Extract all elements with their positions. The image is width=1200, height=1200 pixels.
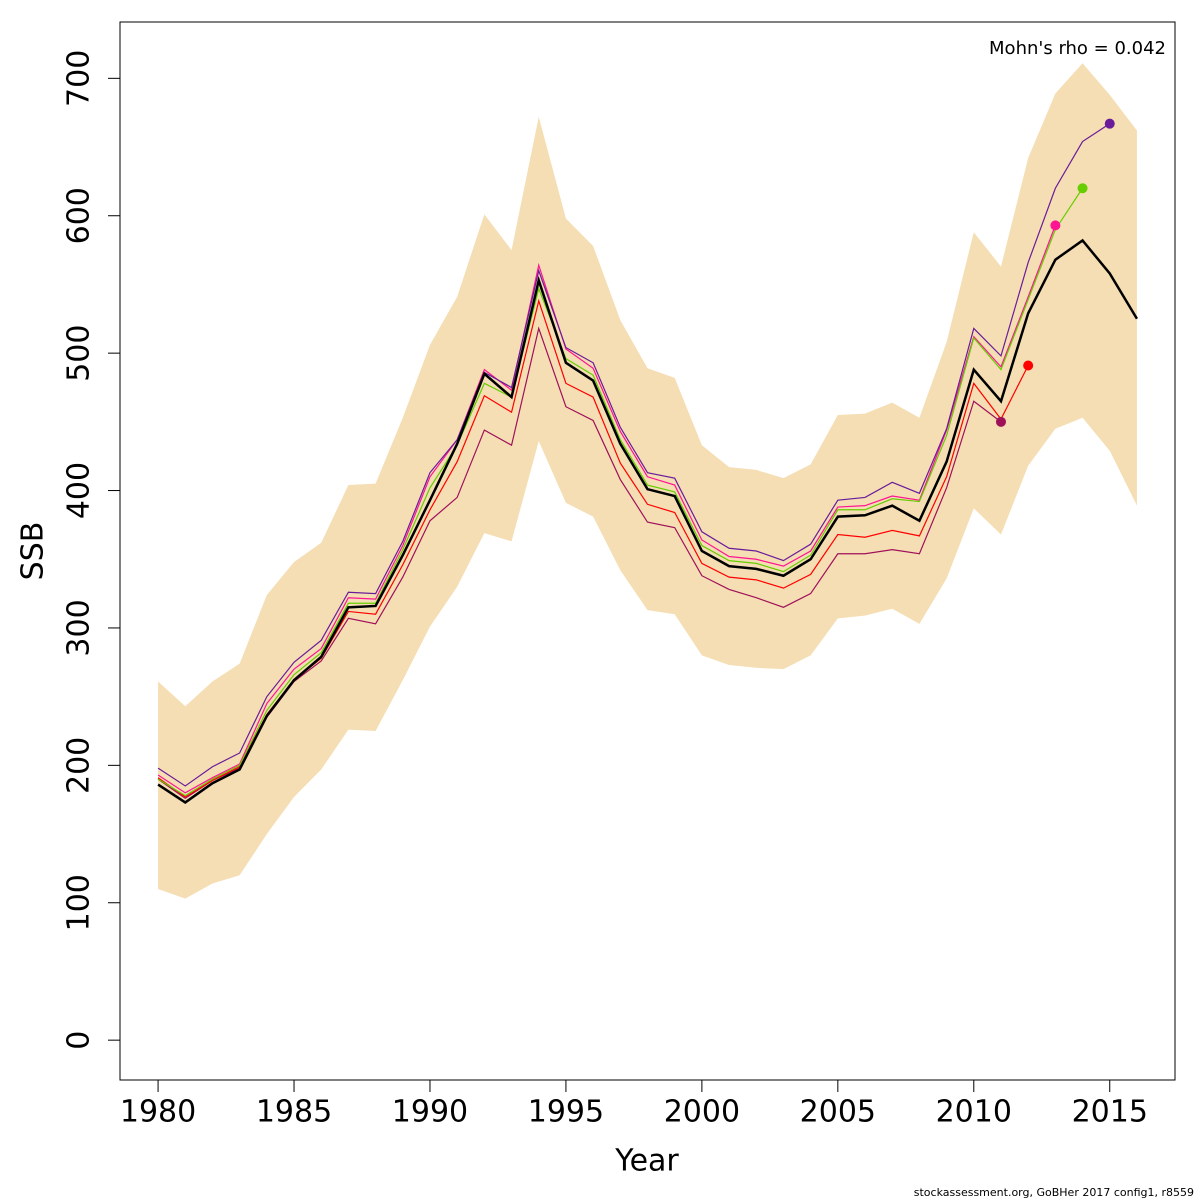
x-tick-label: 2000 [664,1095,740,1130]
retro-line [157,123,1111,787]
y-tick-label: 600 [62,187,97,244]
y-tick-label: 400 [62,462,97,519]
x-tick-label: 1995 [528,1095,604,1130]
ssb-line [157,238,1139,804]
retro-end-point [1104,118,1115,129]
y-tick-label: 0 [62,1031,97,1050]
x-tick-label: 1990 [392,1095,468,1130]
x-tick-label: 2005 [800,1095,876,1130]
x-tick-label: 2010 [936,1095,1012,1130]
retro-end-point [1050,220,1061,231]
y-tick-label: 200 [62,737,97,794]
confidence-band [158,63,1137,899]
retro-line [157,225,1056,794]
retro-line [157,326,1002,800]
x-tick-label: 1985 [256,1095,332,1130]
y-tick-label: 300 [62,599,97,656]
x-axis-label: Year [614,1144,679,1179]
y-tick-label: 700 [62,50,97,107]
x-tick-label: 1980 [120,1095,196,1130]
annotation: Mohn's rho = 0.042 [989,38,1166,59]
y-tick-label: 100 [62,874,97,931]
y-tick-label: 500 [62,325,97,382]
retro-end-point [1077,183,1088,194]
y-axis-label: SSB [16,522,51,581]
retro-end-point [995,416,1006,427]
retro-end-point [1023,360,1034,371]
footer: stockassessment.org, GoBHer 2017 config1… [914,1186,1194,1199]
retro-line [157,187,1084,797]
x-tick-label: 2015 [1072,1095,1148,1130]
